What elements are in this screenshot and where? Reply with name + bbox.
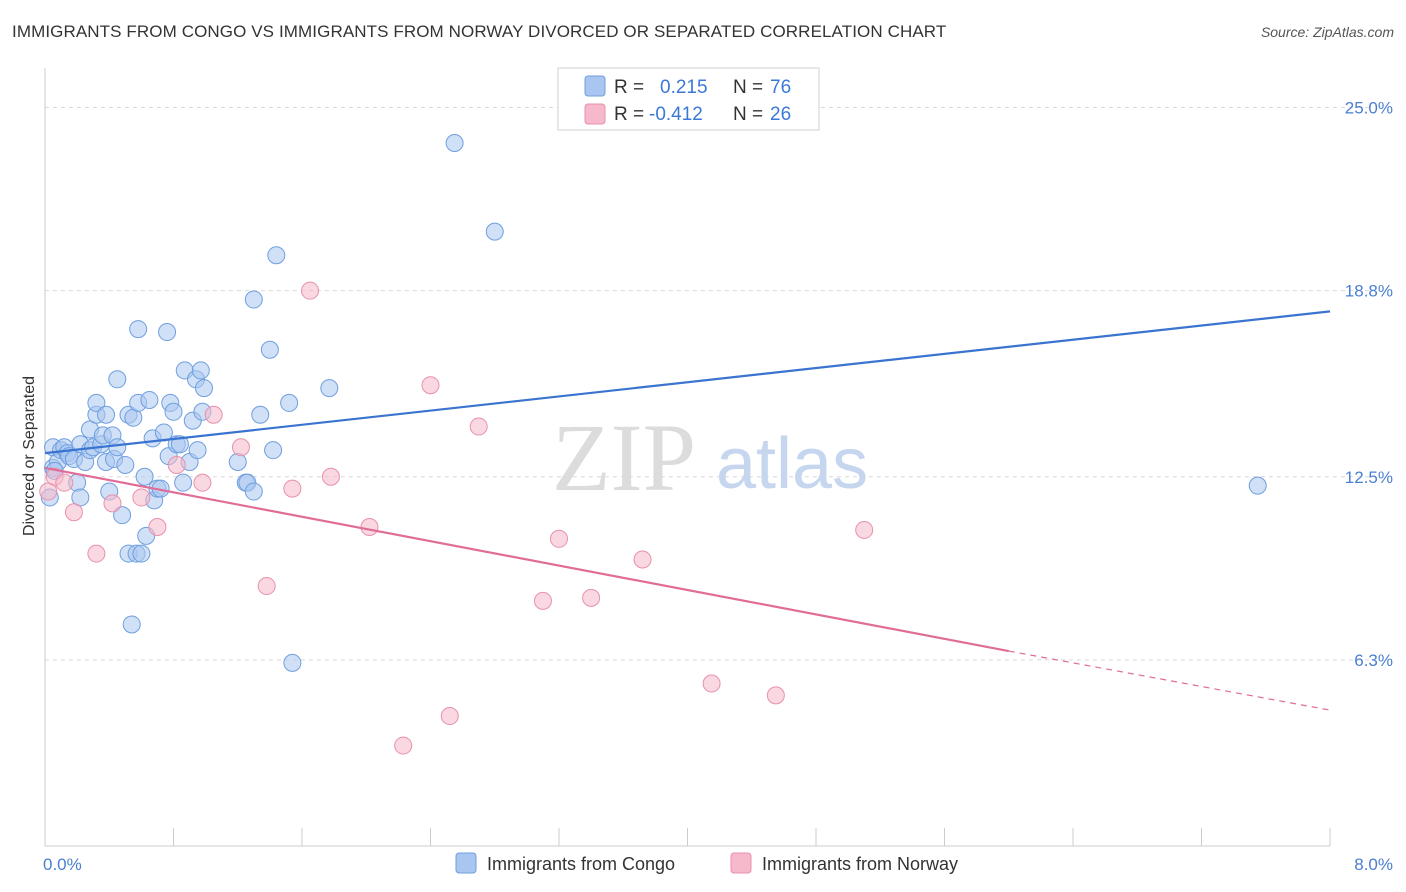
norway-point-27 xyxy=(855,520,874,539)
norway-point-7 xyxy=(148,517,167,536)
congo-point-63 xyxy=(244,290,263,309)
congo-point-33 xyxy=(129,320,148,339)
congo-point-64 xyxy=(251,405,270,424)
x-tick-label-0: 0.0% xyxy=(43,855,82,874)
congo-point-19 xyxy=(97,405,116,424)
norway-point-23 xyxy=(582,588,601,607)
norway-point-9 xyxy=(193,473,212,492)
congo-point-24 xyxy=(108,438,127,457)
congo-point-26 xyxy=(113,506,132,525)
norway-point-3 xyxy=(64,503,83,522)
norway-point-18 xyxy=(421,376,440,395)
legend-r-label-norway: R = xyxy=(614,104,644,125)
norway-point-22 xyxy=(550,529,568,548)
congo-point-68 xyxy=(280,393,299,412)
norway-point-24 xyxy=(633,550,652,569)
norway-point-20 xyxy=(469,417,488,436)
series-norway-points xyxy=(39,281,874,755)
congo-point-71 xyxy=(445,133,464,152)
legend-r-value-congo: 0.215 xyxy=(660,77,708,98)
congo-point-50 xyxy=(174,473,193,492)
congo-point-44 xyxy=(158,323,177,342)
congo-point-59 xyxy=(228,453,247,471)
norway-point-10 xyxy=(204,405,223,424)
bottom-legend-swatch-norway xyxy=(730,852,752,874)
congo-point-65 xyxy=(260,340,279,359)
watermark-zip: ZIP xyxy=(552,404,696,511)
bottom-legend-label-congo: Immigrants from Congo xyxy=(487,854,675,874)
congo-point-58 xyxy=(195,379,214,398)
congo-point-62 xyxy=(244,482,263,501)
norway-point-16 xyxy=(360,517,379,536)
legend-swatch-norway xyxy=(584,103,606,125)
congo-point-38 xyxy=(140,390,159,409)
norway-point-19 xyxy=(440,707,459,726)
congo-point-47 xyxy=(164,402,183,421)
norway-point-12 xyxy=(257,577,276,596)
trend-lines xyxy=(44,310,1331,711)
congo-point-36 xyxy=(135,467,154,486)
congo-point-16 xyxy=(87,393,106,412)
y-tick-label-3: 25.0% xyxy=(1345,99,1393,118)
congo-point-56 xyxy=(191,361,210,380)
bottom-legend: Immigrants from Congo Immigrants from No… xyxy=(455,852,958,874)
y-tick-label-2: 18.8% xyxy=(1345,282,1393,301)
bottom-legend-swatch-congo xyxy=(455,852,477,874)
watermark: ZIP atlas xyxy=(552,404,868,511)
legend-r-value-norway: -0.412 xyxy=(649,104,703,125)
legend-r-label-congo: R = xyxy=(614,77,644,98)
legend-n-label-congo: N = xyxy=(733,77,763,98)
watermark-atlas: atlas xyxy=(716,424,868,504)
norway-point-25 xyxy=(702,674,721,693)
chart-title: IMMIGRANTS FROM CONGO VS IMMIGRANTS FROM… xyxy=(12,22,947,41)
congo-point-66 xyxy=(264,441,283,460)
norway-point-15 xyxy=(321,467,340,486)
source-credit: Source: ZipAtlas.com xyxy=(1260,24,1394,40)
congo-point-27 xyxy=(116,455,135,474)
legend-n-label-norway: N = xyxy=(733,104,763,125)
trendline-norway-dashed xyxy=(1008,650,1331,711)
congo-point-35 xyxy=(132,544,151,563)
congo-point-49 xyxy=(170,435,189,454)
congo-point-70 xyxy=(320,379,339,398)
norway-point-5 xyxy=(103,494,122,513)
norway-point-6 xyxy=(132,488,151,507)
congo-point-67 xyxy=(267,246,286,265)
trendline-congo xyxy=(44,310,1331,455)
norway-point-11 xyxy=(231,438,250,457)
legend-n-value-congo: 76 xyxy=(770,77,791,98)
y-tick-labels: 6.3% 12.5% 18.8% 25.0% xyxy=(1345,99,1393,670)
legend-box: R = 0.215 N = 76 R = -0.412 N = 26 xyxy=(557,67,820,131)
y-tick-label-1: 12.5% xyxy=(1345,468,1393,487)
norway-point-26 xyxy=(766,686,785,705)
y-axis-label: Divorced or Separated xyxy=(21,376,38,536)
gridlines xyxy=(45,107,1370,661)
norway-point-8 xyxy=(167,455,186,474)
congo-point-72 xyxy=(485,222,504,241)
norway-point-21 xyxy=(533,591,552,610)
norway-point-14 xyxy=(301,281,320,300)
congo-point-30 xyxy=(122,615,141,634)
axes xyxy=(44,68,1331,847)
norway-point-17 xyxy=(394,736,413,755)
series-congo-points xyxy=(40,133,1267,672)
trendline-norway xyxy=(44,466,1009,653)
legend-swatch-congo xyxy=(584,75,606,97)
norway-point-13 xyxy=(283,479,302,498)
x-tick-labels: 0.0% 8.0% xyxy=(43,855,1393,874)
congo-point-73 xyxy=(1248,476,1267,495)
norway-point-2 xyxy=(55,473,74,492)
bottom-legend-label-norway: Immigrants from Norway xyxy=(762,854,958,874)
congo-point-55 xyxy=(188,441,207,460)
congo-point-25 xyxy=(108,370,127,389)
legend-n-value-norway: 26 xyxy=(770,104,791,125)
norway-point-4 xyxy=(87,544,106,563)
x-tick-label-1: 8.0% xyxy=(1354,855,1393,874)
congo-point-69 xyxy=(283,653,302,672)
y-tick-label-0: 6.3% xyxy=(1354,651,1393,670)
